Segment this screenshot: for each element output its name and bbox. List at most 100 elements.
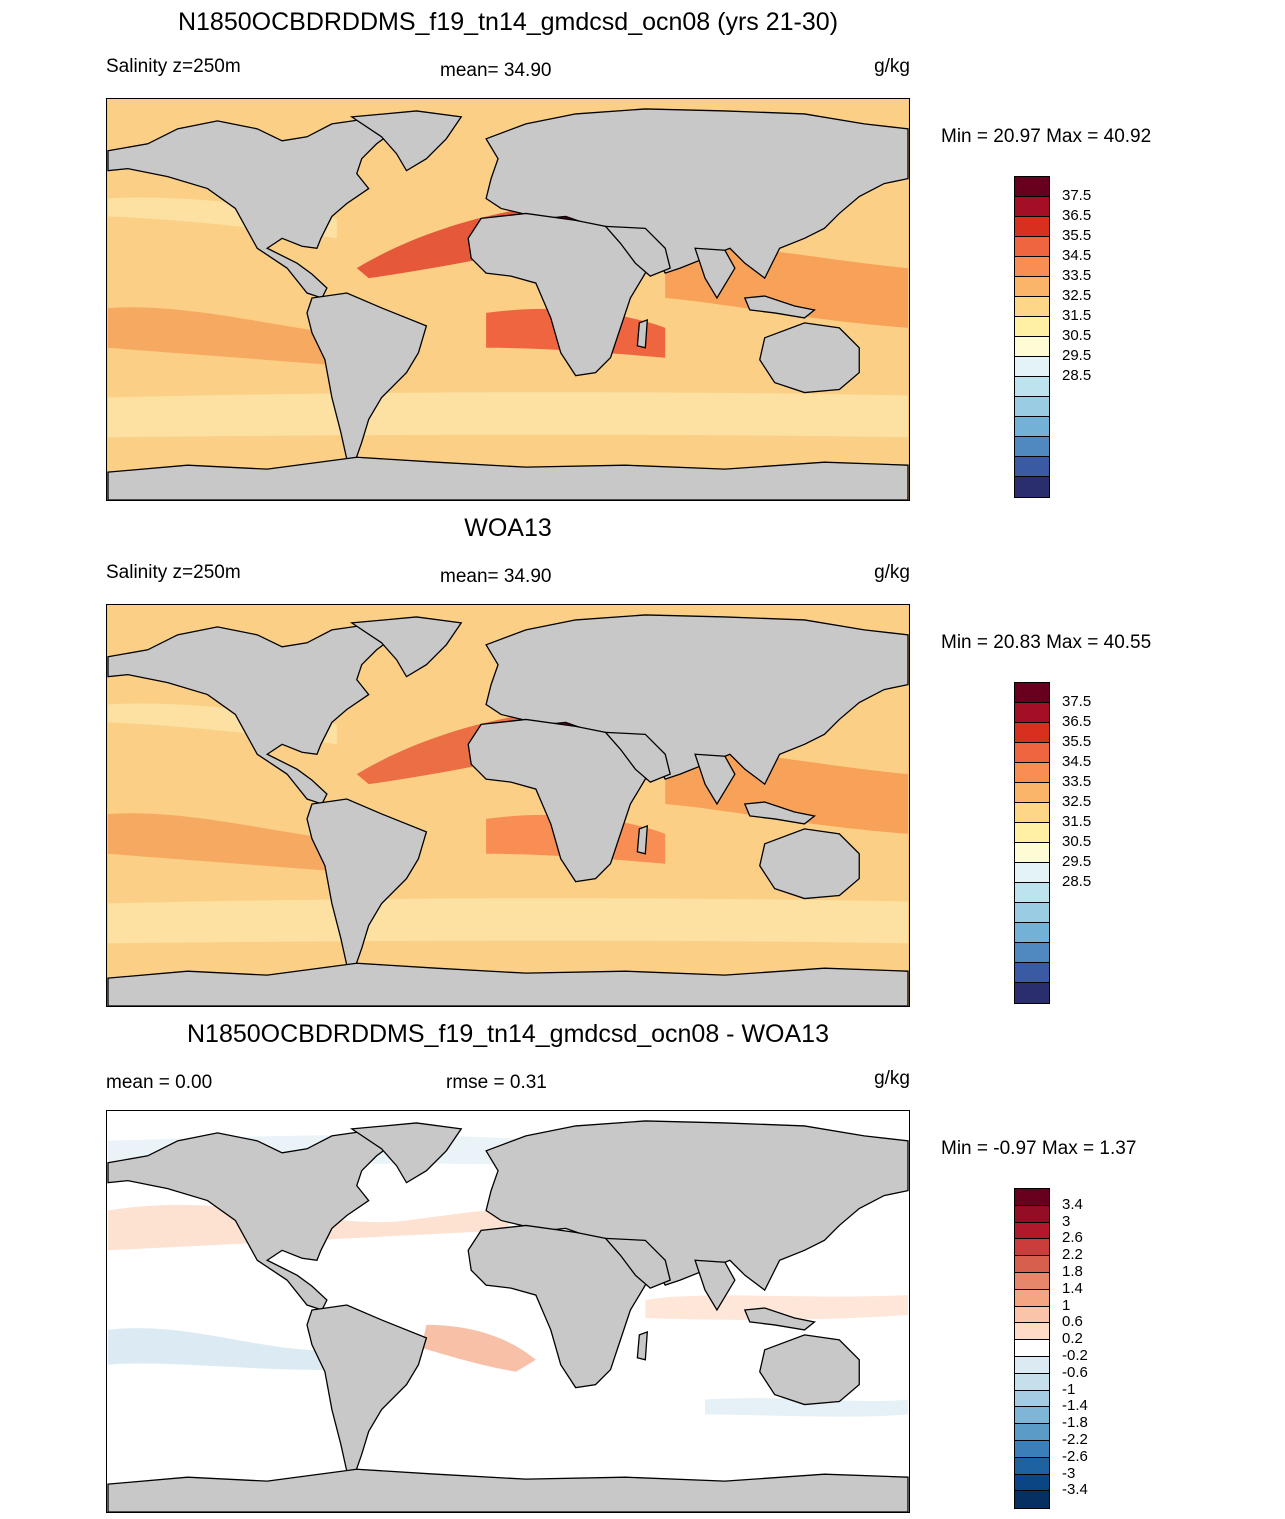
land-mass <box>743 1307 816 1331</box>
land-mass <box>604 731 671 783</box>
minmax-label: Min = -0.97 Max = 1.37 <box>941 1138 1137 1159</box>
colorbar-swatch <box>1015 883 1049 903</box>
colorbar-tick-label: 30.5 <box>1062 327 1092 344</box>
colorbar-tick-label: 1 <box>1062 1296 1071 1314</box>
colorbar-swatch <box>1015 337 1049 357</box>
colorbar-swatch <box>1015 397 1049 417</box>
salinity-band <box>107 392 909 438</box>
land-mass <box>349 110 463 172</box>
land-mass <box>636 824 649 855</box>
colorbar-tick-label: 31.5 <box>1062 813 1092 830</box>
mean-label: mean = 0.00 <box>106 1072 213 1093</box>
anomaly-negative-region <box>107 1328 337 1370</box>
land-mass <box>107 1130 398 1311</box>
variable-label: Salinity z=250m <box>106 562 241 583</box>
colorbar-tick-label: -1 <box>1062 1380 1076 1398</box>
colorbar-swatch <box>1015 1289 1049 1307</box>
colorbar: 3.4 3 2.6 2.2 1.8 1.4 1 0.6 0.2 -0.2 -0.6 -1 -1.4 -1.… <box>1014 1188 1088 1510</box>
colorbar-swatch <box>1015 1205 1049 1223</box>
colorbar-tick-label: 34.5 <box>1062 247 1092 264</box>
map-canvas <box>107 99 909 500</box>
colorbar-swatch <box>1015 1356 1049 1374</box>
salinity-band <box>107 898 909 944</box>
colorbar-tick-label: 33.5 <box>1062 773 1092 790</box>
colorbar-tick-label: -2.6 <box>1062 1447 1088 1465</box>
units-label: g/kg <box>874 56 910 77</box>
anomaly-positive-region <box>421 1324 536 1372</box>
land-mass <box>759 322 860 394</box>
colorbar-swatches <box>1014 176 1050 498</box>
colorbar-swatch <box>1015 1424 1049 1441</box>
colorbar-tick-label: 29.5 <box>1062 347 1092 364</box>
colorbar-swatch <box>1015 317 1049 337</box>
map-canvas <box>107 605 909 1006</box>
salinity-map <box>106 604 910 1007</box>
panel-title: N1850OCBDRDDMS_f19_tn14_gmdcsd_ocn08 - W… <box>187 1020 829 1048</box>
colorbar-swatch <box>1015 803 1049 823</box>
colorbar-swatch <box>1015 683 1049 703</box>
colorbar-swatch <box>1015 277 1049 297</box>
land-mass <box>349 616 463 678</box>
colorbar-swatch <box>1015 1373 1049 1391</box>
colorbar-tick-label: 35.5 <box>1062 733 1092 750</box>
minmax-label: Min = 20.83 Max = 40.55 <box>941 632 1152 653</box>
mean-label: mean= 34.90 <box>440 60 552 81</box>
colorbar-swatch <box>1015 1474 1049 1492</box>
colorbar-tick-label: 34.5 <box>1062 753 1092 770</box>
colorbar-swatch <box>1015 357 1049 377</box>
land-mass <box>306 798 428 970</box>
colorbar-tick-label: 36.5 <box>1062 713 1092 730</box>
colorbar-swatch <box>1015 1491 1049 1509</box>
colorbar-tick-label: 3 <box>1062 1212 1071 1230</box>
colorbar-tick-label: 1.4 <box>1062 1279 1083 1297</box>
land-mass <box>604 1237 671 1289</box>
land-mass <box>349 1122 463 1184</box>
colorbar-tick-label: 30.5 <box>1062 833 1092 850</box>
colorbar-tick-label: 29.5 <box>1062 853 1092 870</box>
colorbar-swatch <box>1015 743 1049 763</box>
land-mass <box>107 962 909 1006</box>
colorbar-tick-label: 0.2 <box>1062 1330 1083 1348</box>
colorbar-swatch <box>1015 963 1049 983</box>
colorbar-tick-label: 36.5 <box>1062 207 1092 224</box>
colorbar-tick-label: -1.4 <box>1062 1397 1088 1415</box>
colorbar-swatch <box>1015 1272 1049 1290</box>
colorbar-swatches <box>1014 682 1050 1004</box>
colorbar-tick-label: 2.2 <box>1062 1246 1083 1264</box>
colorbar-swatch <box>1015 377 1049 397</box>
colorbar-swatch <box>1015 417 1049 437</box>
units-label: g/kg <box>874 1068 910 1089</box>
colorbar-swatch <box>1015 1457 1049 1475</box>
land-mass <box>743 801 816 825</box>
colorbar-swatch <box>1015 1340 1049 1357</box>
land-mass <box>306 292 428 464</box>
colorbar-swatch <box>1015 903 1049 923</box>
colorbar-tick-label: 1.8 <box>1062 1263 1083 1280</box>
colorbar-swatch <box>1015 1189 1049 1206</box>
land-mass <box>694 1259 736 1312</box>
colorbar-tick-label: 32.5 <box>1062 793 1092 810</box>
colorbar-tick-label: 3.4 <box>1062 1195 1083 1213</box>
colorbar-swatch <box>1015 437 1049 457</box>
colorbar-tick-label: -3 <box>1062 1464 1076 1482</box>
colorbar-tick-label: -2.2 <box>1062 1431 1088 1448</box>
colorbar-swatch <box>1015 177 1049 197</box>
colorbar-tick-label: 28.5 <box>1062 367 1092 384</box>
colorbar-swatch <box>1015 1222 1049 1240</box>
colorbar-tick-label: -0.6 <box>1062 1363 1088 1381</box>
colorbar-tick-label: 28.5 <box>1062 873 1092 890</box>
colorbar-swatch <box>1015 923 1049 943</box>
colorbar-tick-label: 33.5 <box>1062 267 1092 284</box>
colorbar-tick-label: 31.5 <box>1062 307 1092 324</box>
obs-panel: WOA13 Salinity z=250m mean= 34.90 g/kg M… <box>0 506 1285 1012</box>
land-mass <box>759 1334 860 1406</box>
colorbar-swatch <box>1015 783 1049 803</box>
colorbar-swatch <box>1015 763 1049 783</box>
colorbar-swatch <box>1015 1306 1049 1324</box>
land-mass <box>694 753 736 806</box>
land-mass <box>107 118 398 299</box>
colorbar-swatch <box>1015 217 1049 237</box>
colorbar-swatch <box>1015 823 1049 843</box>
land-mass <box>306 1304 428 1476</box>
colorbar-tick-label: 37.5 <box>1062 187 1092 204</box>
